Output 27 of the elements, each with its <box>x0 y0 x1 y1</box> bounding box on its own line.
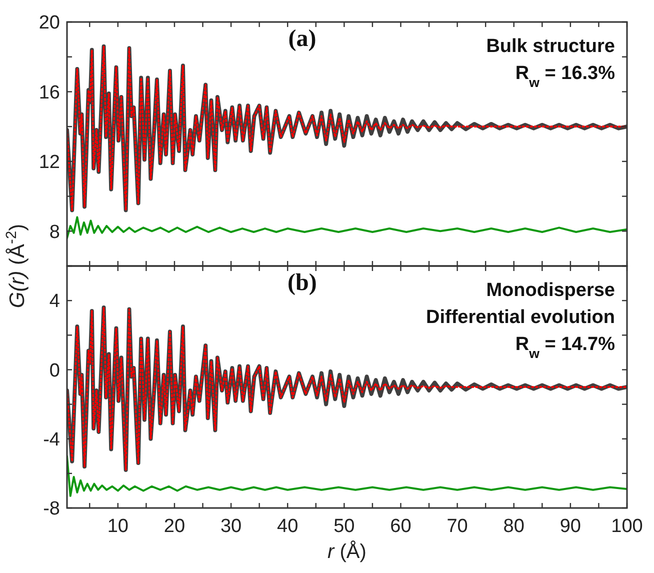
y-tick-label: 16 <box>38 82 60 104</box>
x-tick-label: 70 <box>446 516 468 537</box>
chart-title: (a) <box>288 26 316 52</box>
annotation: Bulk structure <box>486 36 615 57</box>
x-tick-label: 90 <box>560 516 582 537</box>
x-tick-label: 50 <box>334 516 355 537</box>
y-tick-label: 8 <box>49 222 60 243</box>
x-tick-label: 30 <box>220 516 242 537</box>
x-axis-title: r (Å) <box>328 540 366 563</box>
x-tick-label: 40 <box>277 516 298 537</box>
y-tick-label: -8 <box>43 498 60 520</box>
x-tick-label: 80 <box>503 516 524 537</box>
annotation: R$_{w}$ = 16.3% <box>515 63 616 90</box>
annotation: R$_{w}$ = 14.7% <box>515 334 616 360</box>
y-tick-label: -4 <box>43 430 60 451</box>
line-series <box>67 216 627 240</box>
annotation: Monodisperse <box>486 280 615 301</box>
y-tick-label: 20 <box>38 12 60 34</box>
y-tick-label: 0 <box>49 360 60 382</box>
x-tick-label: 100 <box>611 516 643 537</box>
y-tick-label: 12 <box>38 152 60 174</box>
x-tick-label: 20 <box>164 516 186 537</box>
chart-title: (b) <box>288 270 317 296</box>
y-tick-label: 4 <box>49 291 60 312</box>
x-tick-label: 10 <box>107 516 128 537</box>
x-tick-label: 60 <box>390 516 412 537</box>
annotation: Differential evolution <box>426 307 615 328</box>
